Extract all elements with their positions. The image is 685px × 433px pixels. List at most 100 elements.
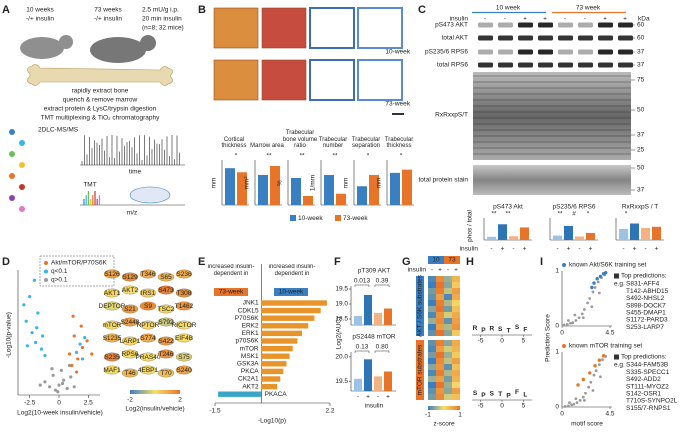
site-point — [573, 313, 577, 317]
blot-band — [578, 62, 593, 68]
insulin-sign: - — [357, 394, 359, 401]
volcano-point — [33, 340, 38, 345]
known-point — [581, 377, 586, 382]
volcano-point — [79, 324, 83, 328]
bar — [564, 225, 573, 240]
volcano-point — [71, 314, 75, 318]
legend-dot — [44, 278, 48, 282]
node-label: S75 — [178, 354, 190, 361]
heatmap-cell — [452, 370, 460, 376]
x-tick-label: -5 — [478, 403, 484, 410]
logo-letter: T — [507, 327, 511, 334]
site-point — [578, 399, 582, 402]
insulin-sign: - — [377, 394, 379, 401]
bar — [237, 172, 247, 205]
bar — [261, 368, 284, 375]
peptide-icon — [19, 206, 25, 212]
node-label: mTOR — [102, 322, 121, 329]
volcano-point — [39, 347, 44, 351]
bar — [258, 175, 268, 205]
logo-letter: P — [481, 327, 486, 334]
panel-label: D — [2, 256, 10, 268]
bar — [369, 175, 379, 205]
bar — [218, 391, 262, 397]
network-node — [121, 285, 139, 295]
heatmap-cell — [444, 318, 452, 324]
blot-band — [598, 22, 613, 28]
bar — [364, 359, 372, 391]
network-node — [175, 320, 193, 330]
blot-band — [518, 35, 533, 41]
bar — [291, 178, 301, 205]
heatmap-cell — [452, 388, 460, 394]
group-box — [444, 256, 460, 264]
p-bracket — [354, 350, 370, 353]
blot-band — [558, 62, 573, 68]
heatmap-cell — [436, 288, 444, 294]
legend-dot — [44, 269, 48, 274]
site-point — [569, 321, 572, 325]
heatmap-cell — [428, 370, 436, 376]
legend-label: q<0.1 — [51, 268, 68, 275]
site-point — [601, 358, 604, 362]
prediction-swatch — [614, 273, 619, 279]
heatmap-cell — [428, 364, 436, 370]
heatmap-cell — [444, 294, 452, 300]
heatmap-cell — [428, 312, 436, 318]
heatmap-cell — [436, 382, 444, 388]
logo-letter: S — [515, 324, 520, 331]
blot-band — [518, 22, 533, 28]
heatmap-cell — [452, 346, 460, 352]
significance: * — [625, 211, 628, 218]
group-label: 10 — [432, 257, 440, 264]
p-value: 0.39 — [376, 278, 389, 285]
volcano-point — [43, 380, 47, 384]
heatmap-cell — [428, 288, 436, 294]
volcano-point — [24, 319, 28, 323]
insulin-sign: - — [578, 246, 580, 253]
node-label: 4EBP1 — [138, 367, 159, 374]
network-node — [157, 272, 175, 282]
bar — [384, 308, 392, 325]
x-tick-label: -2.5 — [24, 400, 36, 407]
significance: ** — [505, 211, 511, 218]
heatmap-cell — [444, 364, 452, 370]
heatmap-cell — [436, 370, 444, 376]
marker-label: 37 — [637, 132, 645, 139]
significance: ** — [332, 153, 338, 160]
category-label: p70S6K — [235, 338, 259, 345]
significance: * — [587, 211, 590, 218]
site-point — [575, 401, 579, 404]
heatmap-cell — [452, 276, 460, 282]
axis-unit: mm² — [244, 176, 251, 190]
microct-image — [261, 7, 307, 49]
legend-swatch — [290, 215, 296, 221]
prediction-item: S142-OSR1 — [626, 391, 661, 398]
known-point — [588, 371, 592, 375]
axis-unit: mm — [343, 178, 350, 189]
chart-title: Trabecular number — [318, 136, 348, 150]
scale-tick-label: -1 — [425, 412, 431, 419]
bar — [509, 236, 518, 240]
y-tick-label: 1 — [555, 268, 559, 275]
peptide-icon — [9, 173, 15, 179]
blot-label: total AKT — [442, 35, 468, 42]
site-point — [572, 402, 576, 406]
marker-label: 50 — [637, 107, 645, 114]
network-node — [157, 349, 175, 359]
network-node — [175, 352, 193, 362]
blot-band — [558, 49, 573, 55]
header-text: increased insulin-dependent in — [207, 264, 255, 277]
network-node — [157, 336, 175, 346]
p-value: 0.13 — [356, 344, 369, 351]
volcano-point — [57, 383, 61, 387]
lane-sign: - — [484, 16, 486, 23]
logo-letter: F — [523, 327, 527, 334]
node-label: T1462 — [175, 303, 194, 310]
x-tick-label: 5 — [522, 403, 526, 410]
known-point — [597, 358, 602, 362]
network-node — [103, 269, 121, 279]
network-node — [157, 368, 175, 378]
heatmap-cell — [436, 364, 444, 370]
bar — [364, 295, 372, 325]
